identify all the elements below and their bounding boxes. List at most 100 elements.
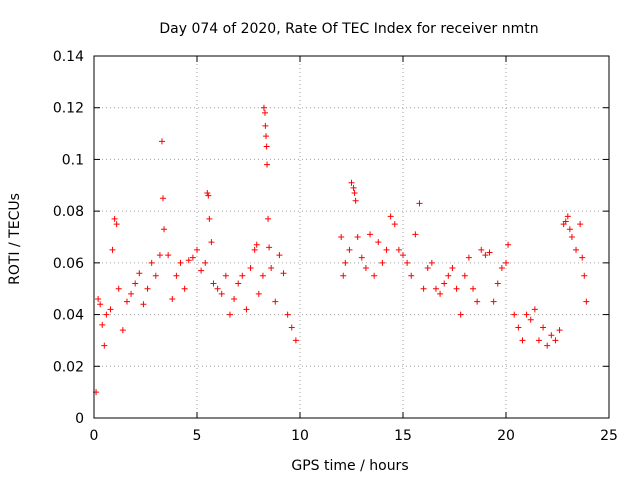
data-point bbox=[367, 231, 374, 238]
y-axis-label: ROTI / TECUs bbox=[7, 193, 23, 285]
data-point bbox=[387, 213, 394, 220]
y-tick-label: 0.1 bbox=[62, 152, 84, 168]
data-point bbox=[348, 179, 355, 186]
data-point bbox=[158, 138, 165, 145]
data-point bbox=[362, 265, 369, 272]
data-point bbox=[132, 280, 139, 287]
data-point bbox=[583, 298, 590, 305]
data-point bbox=[262, 122, 269, 129]
data-point bbox=[432, 285, 439, 292]
data-point bbox=[111, 215, 118, 222]
data-point bbox=[535, 337, 542, 344]
data-point bbox=[350, 184, 357, 191]
data-point bbox=[552, 337, 559, 344]
grid-lines bbox=[94, 56, 609, 418]
data-point bbox=[544, 342, 551, 349]
y-tick-label: 0.08 bbox=[53, 204, 84, 220]
data-point bbox=[505, 241, 512, 248]
data-point bbox=[404, 259, 411, 266]
data-point bbox=[169, 296, 176, 303]
data-point bbox=[428, 259, 435, 266]
data-point bbox=[482, 252, 489, 259]
y-tick-label: 0.12 bbox=[53, 101, 84, 117]
data-point bbox=[268, 265, 275, 272]
data-point bbox=[490, 298, 497, 305]
data-point bbox=[259, 272, 266, 279]
data-point bbox=[358, 254, 365, 261]
data-point bbox=[218, 290, 225, 297]
data-point bbox=[523, 311, 530, 318]
data-point bbox=[101, 342, 108, 349]
data-point bbox=[194, 246, 200, 253]
data-point bbox=[383, 246, 390, 253]
data-point bbox=[354, 234, 361, 240]
data-point bbox=[113, 221, 120, 228]
data-point bbox=[95, 296, 102, 303]
data-point bbox=[568, 234, 575, 240]
data-point bbox=[548, 332, 555, 339]
y-tick-label: 0 bbox=[75, 411, 84, 427]
data-point bbox=[566, 226, 573, 233]
data-point bbox=[391, 221, 398, 228]
data-point bbox=[161, 226, 168, 233]
data-point bbox=[123, 298, 130, 305]
data-point bbox=[441, 280, 448, 287]
data-point bbox=[494, 280, 501, 287]
data-point bbox=[531, 306, 538, 313]
data-point bbox=[292, 337, 299, 344]
data-point bbox=[264, 161, 271, 168]
y-tick-labels: 0 0.02 0.04 0.06 0.08 0.1 0.12 0.14 bbox=[53, 49, 84, 427]
x-tick-label: 5 bbox=[193, 428, 202, 444]
data-point bbox=[165, 252, 172, 259]
data-point bbox=[445, 272, 452, 279]
data-point bbox=[204, 190, 211, 197]
data-point bbox=[263, 133, 270, 140]
data-point bbox=[263, 143, 270, 150]
data-point bbox=[416, 200, 423, 207]
data-point bbox=[107, 306, 114, 313]
x-tick-label: 15 bbox=[394, 428, 412, 444]
x-axis-label: GPS time / hours bbox=[291, 458, 408, 474]
data-point bbox=[206, 215, 213, 222]
y-tick-label: 0.06 bbox=[53, 256, 84, 272]
data-point bbox=[527, 316, 534, 323]
x-tick-label: 0 bbox=[90, 428, 99, 444]
data-point bbox=[562, 218, 569, 225]
data-point bbox=[140, 301, 147, 308]
data-point bbox=[185, 257, 192, 264]
data-point bbox=[284, 311, 291, 318]
data-point bbox=[375, 239, 382, 246]
data-point bbox=[181, 285, 188, 292]
data-point bbox=[449, 265, 456, 272]
y-tick-label: 0.14 bbox=[53, 49, 84, 65]
data-point bbox=[99, 321, 106, 328]
data-point bbox=[205, 192, 212, 199]
data-point bbox=[119, 327, 126, 334]
data-point bbox=[210, 280, 217, 287]
data-point bbox=[408, 272, 415, 279]
data-point bbox=[152, 272, 159, 279]
data-point bbox=[340, 272, 347, 279]
data-point bbox=[208, 239, 215, 246]
chart-title: Day 074 of 2020, Rate Of TEC Index for r… bbox=[159, 21, 538, 37]
data-point bbox=[474, 298, 481, 305]
data-point bbox=[437, 290, 444, 297]
data-point bbox=[342, 259, 349, 266]
data-point bbox=[395, 246, 402, 253]
data-point bbox=[109, 246, 116, 253]
data-point bbox=[461, 272, 468, 279]
data-point bbox=[103, 311, 110, 318]
data-point bbox=[511, 311, 518, 318]
data-point bbox=[478, 246, 485, 253]
x-tick-label: 10 bbox=[291, 428, 309, 444]
data-point bbox=[412, 231, 419, 238]
data-point bbox=[420, 285, 427, 292]
x-tick-labels: 0 5 10 15 20 25 bbox=[90, 428, 618, 444]
data-point bbox=[470, 285, 477, 292]
data-point bbox=[239, 272, 246, 279]
data-point bbox=[136, 270, 143, 277]
data-point bbox=[189, 254, 196, 261]
data-point bbox=[261, 109, 268, 116]
data-point bbox=[556, 327, 563, 334]
